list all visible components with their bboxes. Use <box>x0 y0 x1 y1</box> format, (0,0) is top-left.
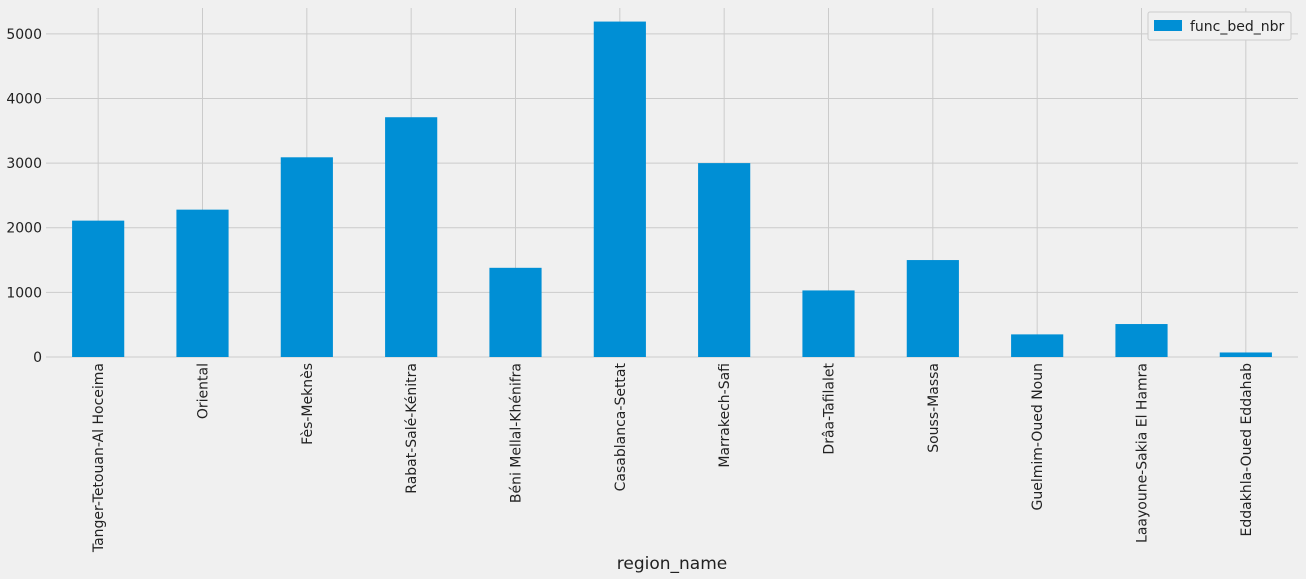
bar <box>385 117 438 357</box>
bar <box>1219 352 1272 357</box>
x-tick-label: Béni Mellal-Khénifra <box>509 363 525 503</box>
x-tick-label: Casablanca-Settat <box>613 363 629 492</box>
x-tick-label: Drâa-Tafilalet <box>822 362 838 454</box>
bar <box>1011 334 1064 357</box>
x-tick-label: Fès-Meknès <box>300 363 316 445</box>
x-tick-label: Souss-Massa <box>926 363 942 453</box>
bar <box>593 21 646 357</box>
y-tick-label: 5000 <box>6 27 42 43</box>
legend-swatch <box>1154 20 1182 31</box>
y-tick-label: 0 <box>33 350 42 366</box>
grid <box>46 8 1298 358</box>
x-tick-label: Rabat-Salé-Kénitra <box>404 363 420 494</box>
x-tick-label: Tanger-Tetouan-Al Hoceima <box>91 363 107 553</box>
x-tick-label: Guelmim-Oued Noun <box>1030 363 1046 510</box>
y-tick-label: 2000 <box>6 221 42 237</box>
bar <box>698 163 751 357</box>
bar <box>72 220 125 357</box>
y-tick-label: 4000 <box>6 91 42 107</box>
bar <box>176 209 229 357</box>
y-tick-label: 1000 <box>6 285 42 301</box>
x-tick-label: Laayoune-Sakia El Hamra <box>1135 363 1151 543</box>
x-tick-label: Oriental <box>196 363 212 419</box>
legend-box <box>1147 11 1292 41</box>
y-tick-label: 3000 <box>6 156 42 172</box>
x-axis-title: region_name <box>617 554 727 574</box>
bar <box>280 157 333 357</box>
bars <box>72 21 1272 357</box>
y-axis-ticks: 0 1000 2000 3000 4000 5000 <box>6 27 42 366</box>
bar <box>1115 324 1168 357</box>
bar <box>906 260 959 357</box>
bar <box>489 267 542 357</box>
bar <box>802 290 855 357</box>
legend: func_bed_nbr <box>1147 11 1292 41</box>
x-tick-label: Marrakech-Safi <box>717 363 733 468</box>
legend-label: func_bed_nbr <box>1190 19 1285 35</box>
x-axis-ticks: Tanger-Tetouan-Al Hoceima Oriental Fès-Mek… <box>91 362 1255 553</box>
x-tick-label: Eddakhla-Oued Eddahab <box>1239 363 1255 537</box>
